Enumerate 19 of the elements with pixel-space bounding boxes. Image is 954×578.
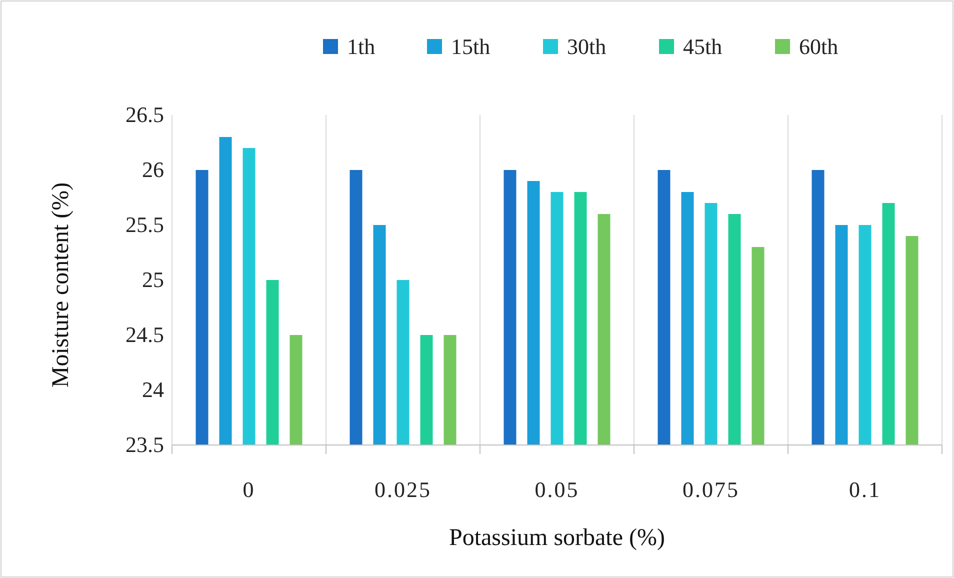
y-tick-label: 24 bbox=[142, 377, 164, 402]
y-tick-label: 26 bbox=[142, 157, 164, 182]
legend-label: 45th bbox=[683, 34, 722, 59]
y-tick-label: 26.5 bbox=[126, 102, 164, 128]
y-tick-label: 23.5 bbox=[126, 432, 164, 458]
y-tick-label: 25 bbox=[142, 267, 164, 292]
x-tick-label: 0.05 bbox=[534, 477, 580, 502]
x-axis-title: Potassium sorbate (%) bbox=[449, 525, 665, 551]
x-tick-label: 0.025 bbox=[374, 477, 432, 502]
y-tick-label: 24.5 bbox=[126, 322, 164, 348]
y-tick-label: 25.5 bbox=[126, 212, 164, 238]
x-tick-label: 0.075 bbox=[682, 477, 740, 502]
x-tick-label: 0.1 bbox=[849, 477, 881, 502]
legend-label: 30th bbox=[567, 34, 606, 59]
legend-label: 60th bbox=[799, 34, 838, 59]
legend-label: 1th bbox=[347, 34, 376, 59]
x-tick-label: 0 bbox=[242, 477, 256, 502]
y-axis-title: Moisture content (%) bbox=[48, 182, 74, 388]
legend-label: 15th bbox=[451, 34, 490, 59]
